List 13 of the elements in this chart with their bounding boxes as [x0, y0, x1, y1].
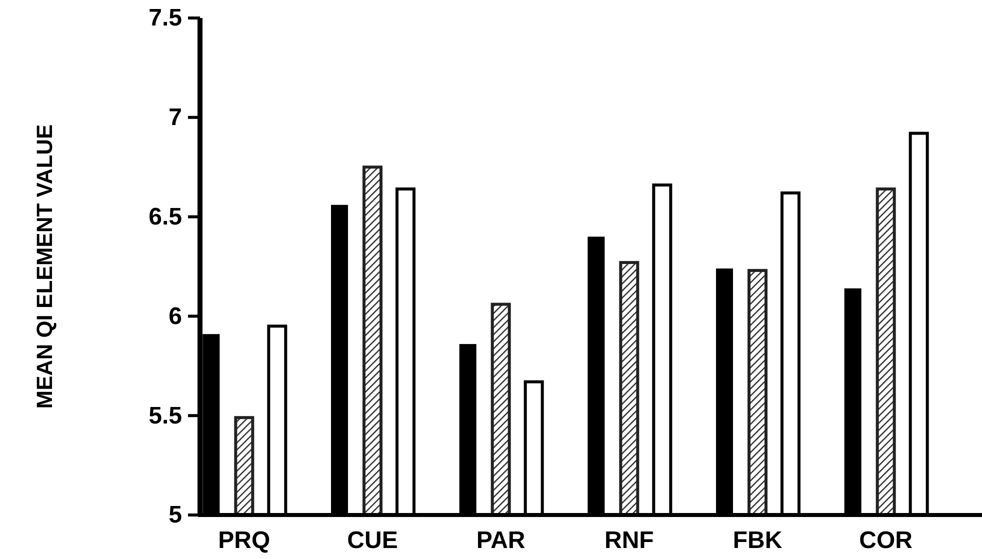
y-tick-label: 7.5: [148, 4, 182, 32]
y-axis-title: MEAN QI ELEMENT VALUE: [32, 124, 57, 409]
x-tick-label: PRQ: [218, 527, 270, 554]
x-tick-label: FBK: [732, 527, 783, 554]
y-tick-label: 7: [168, 104, 182, 132]
x-tick-label: COR: [859, 527, 913, 554]
x-tick-label: PAR: [476, 527, 526, 554]
x-tick-label: RNF: [604, 527, 654, 554]
y-tick-label: 6.5: [148, 203, 182, 230]
y-tick-label: 6: [168, 302, 182, 330]
x-tick-label: CUE: [347, 527, 398, 554]
y-tick-label: 5.5: [148, 402, 182, 430]
y-tick-label: 5: [168, 502, 182, 529]
